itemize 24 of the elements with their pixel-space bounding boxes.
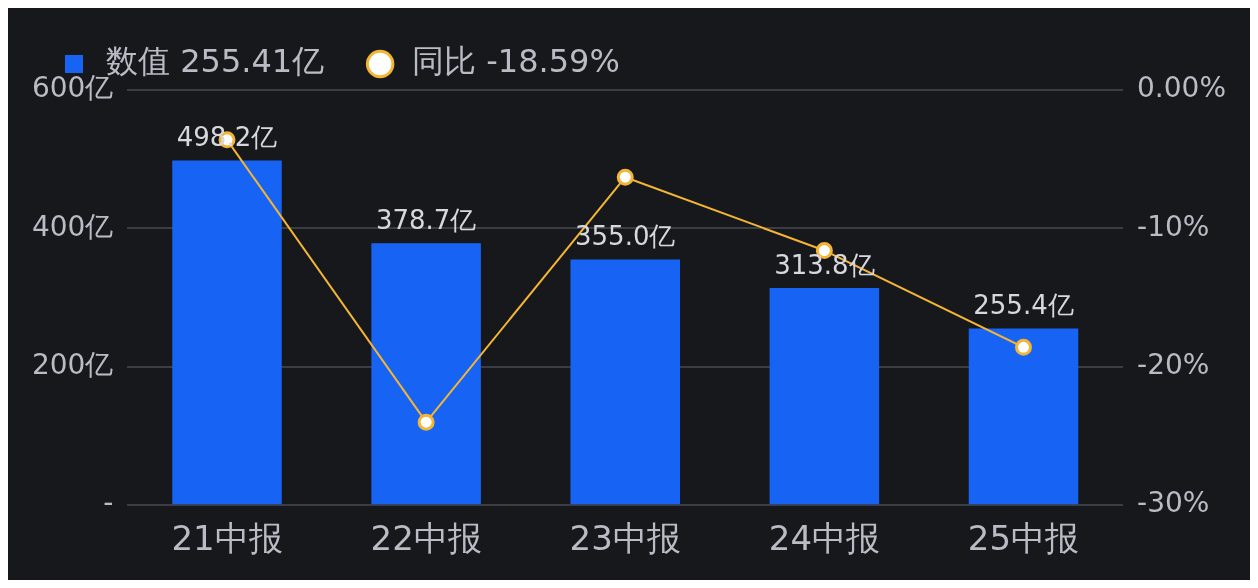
data-label: 378.7亿	[375, 204, 477, 235]
bar	[371, 243, 481, 505]
y-tick-label: -	[103, 486, 114, 520]
y-tick-label: 400亿	[31, 209, 114, 243]
bar	[769, 288, 880, 505]
data-label: 355.0亿	[575, 221, 676, 252]
x-tick-label: 21中报	[171, 518, 283, 559]
bar	[570, 259, 681, 505]
x-tick-label: 24中报	[768, 518, 880, 559]
y2-tick-label: -20%	[1137, 348, 1210, 382]
point	[417, 413, 435, 431]
x-tick-label: 25中报	[967, 518, 1080, 559]
x-tick-label: 22中报	[370, 518, 482, 559]
y2-tick-label: 0.00%	[1137, 71, 1226, 105]
bar	[968, 328, 1079, 505]
y2-tick-label: -30%	[1137, 486, 1210, 520]
y-tick-label: 200亿	[31, 348, 114, 382]
y2-tick-label: -10%	[1137, 209, 1210, 243]
data-label: 255.4亿	[973, 290, 1074, 321]
bar	[172, 160, 282, 505]
legend-label: 同比 -18.59%	[412, 42, 620, 81]
point	[1014, 338, 1032, 356]
x-tick-label: 23中报	[569, 518, 681, 559]
point	[616, 168, 634, 186]
